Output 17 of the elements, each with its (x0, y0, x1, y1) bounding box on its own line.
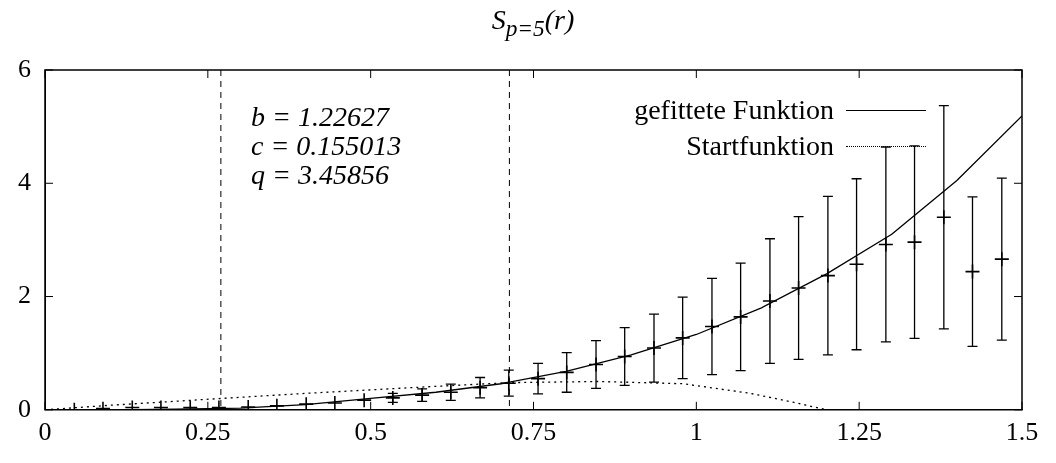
legend-label: Startfunktion (686, 129, 834, 163)
legend-label: gefittete Funktion (634, 93, 834, 127)
y-tick-label: 4 (18, 167, 31, 197)
y-tick-label: 6 (18, 53, 31, 83)
x-tick-label: 1 (689, 417, 703, 447)
y-tick-label: 0 (18, 393, 31, 423)
x-tick-label: 0 (38, 417, 52, 447)
y-tick-label: 2 (18, 280, 31, 310)
x-tick-label: 1.5 (1005, 417, 1039, 447)
x-tick-label: 0.25 (185, 417, 231, 447)
x-tick-label: 0.5 (354, 417, 387, 447)
annotation: c = 0.155013 (251, 130, 402, 161)
x-tick-label: 1.25 (836, 417, 882, 447)
x-tick-label: 0.75 (510, 417, 557, 447)
chart-title: S$_{p=5}$(r) (490, 4, 576, 42)
annotation: q = 3.45856 (251, 159, 389, 190)
annotation: b = 1.22627 (251, 101, 390, 132)
